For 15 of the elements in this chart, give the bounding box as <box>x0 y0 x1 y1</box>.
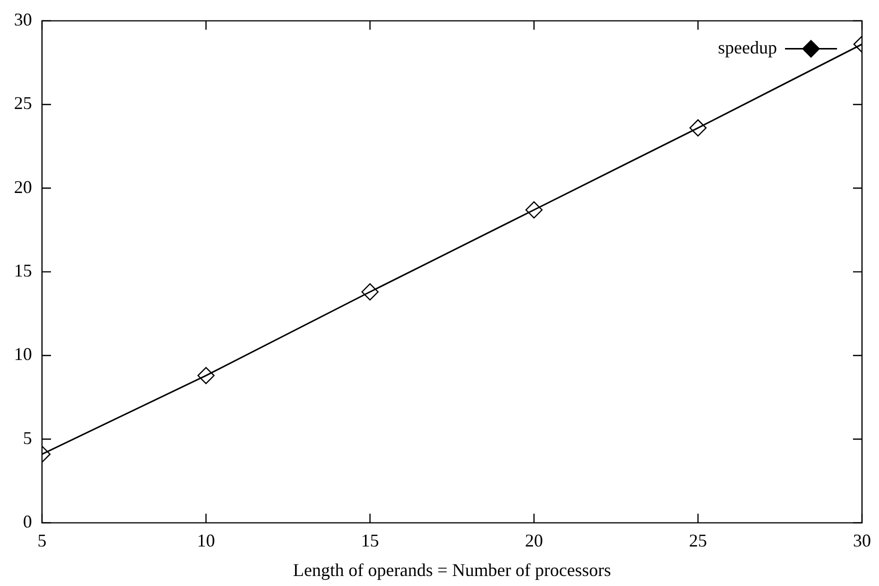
y-tick-label: 10 <box>14 344 32 364</box>
y-tick-label: 5 <box>23 428 32 448</box>
x-axis-title: Length of operands = Number of processors <box>292 560 612 580</box>
x-tick-label: 5 <box>38 530 46 550</box>
y-tick-label: 25 <box>14 93 32 114</box>
x-tick-label: 30 <box>853 530 871 550</box>
y-tick-label: 30 <box>14 10 32 30</box>
y-tick-label: 20 <box>14 176 32 197</box>
y-tick-label: 15 <box>14 260 32 281</box>
x-tick-label: 20 <box>525 530 543 550</box>
y-tick-label: 0 <box>23 512 32 532</box>
x-tick-label: 25 <box>689 530 707 550</box>
x-tick-label: 15 <box>361 530 379 550</box>
x-tick-label: 10 <box>197 530 215 550</box>
legend-label: speedup <box>718 38 777 58</box>
